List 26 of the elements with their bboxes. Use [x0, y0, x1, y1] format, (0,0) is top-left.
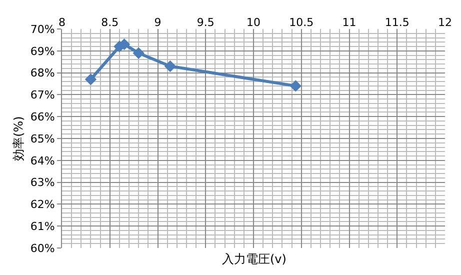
y-tick-label: 70% — [30, 22, 55, 36]
y-tick-label: 69% — [30, 44, 55, 58]
x-tick-label: 8 — [58, 16, 66, 29]
y-tick-label: 63% — [30, 176, 55, 190]
point — [84, 74, 97, 86]
x-tick-label: 8.5 — [101, 16, 119, 29]
x-axis-title: 入力電圧(v) — [222, 252, 286, 266]
point — [164, 60, 176, 72]
point — [132, 47, 144, 59]
x-tick-label: 12 — [438, 16, 452, 29]
y-tick-label: 67% — [30, 88, 55, 102]
y-tick-label: 68% — [30, 66, 55, 80]
y-axis-title: 効率(%) — [12, 116, 26, 161]
x-tick-label: 11.5 — [384, 16, 410, 29]
y-tick-label: 60% — [30, 242, 55, 255]
x-tick-label: 9.5 — [196, 16, 214, 29]
y-tick-label: 62% — [30, 198, 55, 212]
y-tick-label: 65% — [30, 132, 55, 146]
x-tick-label: 9 — [154, 16, 162, 29]
x-tick-label: 10.5 — [289, 16, 314, 29]
y-tick-label: 66% — [30, 110, 55, 124]
point — [290, 80, 302, 92]
x-tick-label: 10 — [246, 16, 260, 29]
y-tick-label: 64% — [30, 154, 55, 168]
x-tick-label: 11 — [342, 16, 356, 29]
y-tick-label: 61% — [30, 220, 55, 233]
